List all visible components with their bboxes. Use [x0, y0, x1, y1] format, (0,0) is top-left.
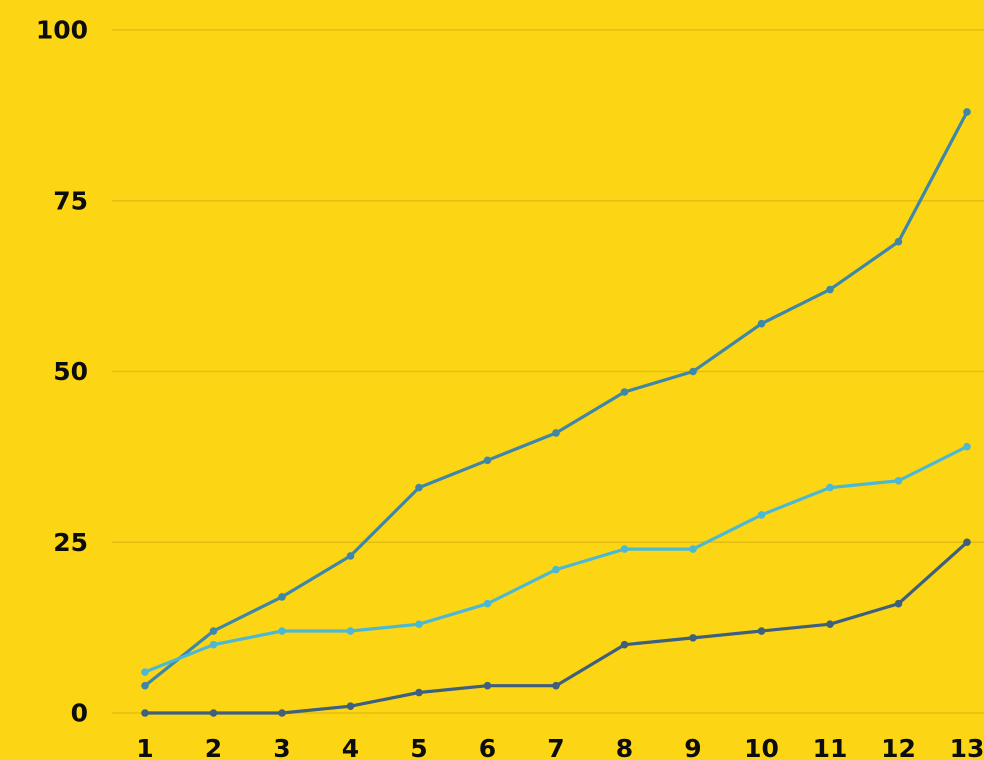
series-2-point [415, 620, 423, 629]
series-1-line [143, 110, 969, 688]
series-2-point [963, 442, 971, 451]
series-3-point [757, 627, 766, 635]
x-tick-label: 10 [744, 734, 779, 760]
series-lines [141, 108, 971, 717]
x-tick-label: 4 [342, 734, 359, 760]
series-2-point [346, 627, 355, 635]
series-3-point [483, 681, 492, 690]
series-1-point [141, 681, 149, 690]
series-2-line [143, 445, 969, 674]
series-3-point [826, 620, 834, 629]
y-tick-label: 100 [36, 16, 88, 45]
series-1-point [963, 108, 971, 116]
series-3-point [552, 681, 560, 690]
x-tick-label: 1 [136, 734, 153, 760]
x-axis-tick-labels: 1 2 3 4 5 6 7 8 9 10 11 12 13 [136, 734, 984, 760]
series-3-point [141, 709, 149, 717]
x-tick-label: 6 [479, 734, 496, 760]
series-1-point [209, 627, 218, 635]
series-2-point [552, 565, 560, 574]
y-tick-label: 0 [71, 699, 88, 728]
grid-lines [112, 29, 984, 714]
series-3-point [894, 599, 903, 608]
series-2-point [826, 483, 834, 492]
series-2-point [620, 545, 629, 553]
x-tick-label: 7 [547, 734, 564, 760]
x-tick-label: 5 [410, 734, 427, 760]
series-3 [141, 538, 971, 717]
series-1-point [415, 483, 423, 492]
series-2-point [894, 476, 903, 485]
series-3-point [620, 640, 629, 649]
series-1-point [826, 285, 834, 294]
y-tick-label: 50 [53, 357, 88, 386]
x-tick-label: 11 [813, 734, 848, 760]
y-axis-tick-labels: 0 25 50 75 100 [36, 16, 88, 728]
x-tick-label: 12 [881, 734, 916, 760]
x-tick-label: 8 [616, 734, 633, 760]
x-tick-label: 3 [273, 734, 290, 760]
series-2-point [483, 599, 492, 608]
series-2-point [141, 668, 149, 676]
series-1-point [552, 429, 560, 437]
series-2-point [209, 640, 218, 649]
series-3-point [963, 538, 971, 547]
y-tick-label: 25 [53, 528, 88, 557]
series-1-point [689, 367, 697, 376]
series-3-point [209, 709, 218, 717]
series-2-point [689, 545, 697, 553]
series-2-point [278, 627, 286, 635]
series-1-point [278, 593, 286, 601]
series-3-point [689, 634, 697, 642]
x-tick-label: 13 [950, 734, 984, 760]
x-tick-label: 2 [205, 734, 222, 760]
series-1-point [483, 456, 492, 465]
series-1-point [620, 388, 629, 396]
series-3-point [346, 702, 355, 710]
series-2 [141, 442, 971, 676]
x-tick-label: 9 [684, 734, 701, 760]
y-tick-label: 75 [53, 186, 88, 215]
series-1-point [346, 552, 355, 560]
series-1-point [757, 319, 766, 328]
series-1 [141, 108, 971, 690]
series-3-point [278, 709, 286, 717]
series-2-point [757, 511, 766, 519]
series-1-point [894, 237, 903, 246]
series-3-point [415, 688, 423, 697]
